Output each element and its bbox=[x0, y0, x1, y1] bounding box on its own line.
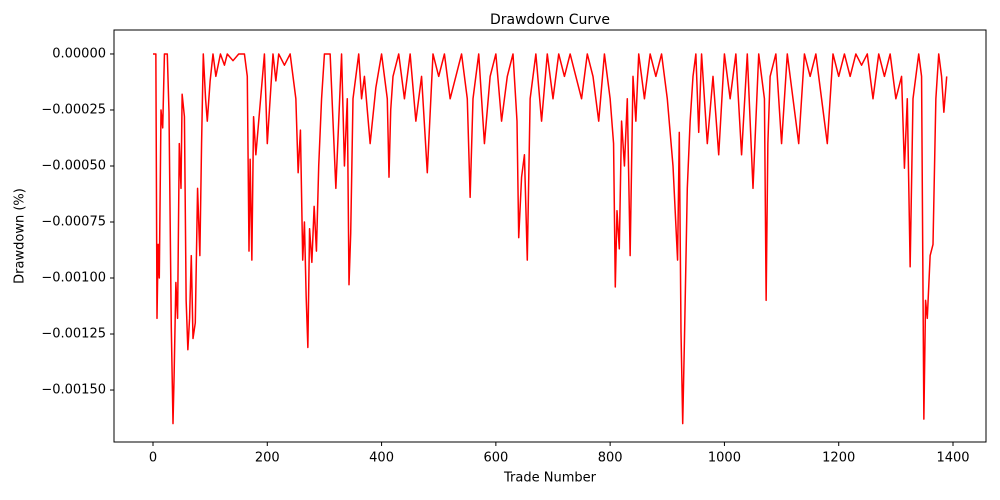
y-tick-label: 0.00000 bbox=[52, 46, 106, 61]
y-tick-label: −0.00050 bbox=[41, 158, 106, 173]
x-tick-label: 1000 bbox=[708, 451, 741, 466]
x-tick-label: 600 bbox=[483, 451, 508, 466]
y-axis-label: Drawdown (%) bbox=[13, 188, 28, 284]
x-tick-label: 200 bbox=[255, 451, 280, 466]
y-tick-label: −0.00025 bbox=[41, 102, 106, 117]
x-tick-label: 0 bbox=[149, 451, 157, 466]
x-tick-label: 400 bbox=[369, 451, 394, 466]
drawdown-line bbox=[153, 53, 948, 425]
x-axis-label: Trade Number bbox=[503, 471, 597, 486]
chart-title: Drawdown Curve bbox=[490, 12, 610, 28]
y-tick-label: −0.00100 bbox=[41, 271, 106, 286]
x-tick-label: 1400 bbox=[936, 451, 969, 466]
y-tick-label: −0.00125 bbox=[41, 327, 106, 342]
plot-frame bbox=[113, 29, 987, 443]
y-tick-label: −0.00150 bbox=[41, 383, 106, 398]
x-tick-label: 1200 bbox=[822, 451, 855, 466]
y-tick-label: −0.00075 bbox=[41, 214, 106, 229]
x-tick-label: 800 bbox=[598, 451, 623, 466]
